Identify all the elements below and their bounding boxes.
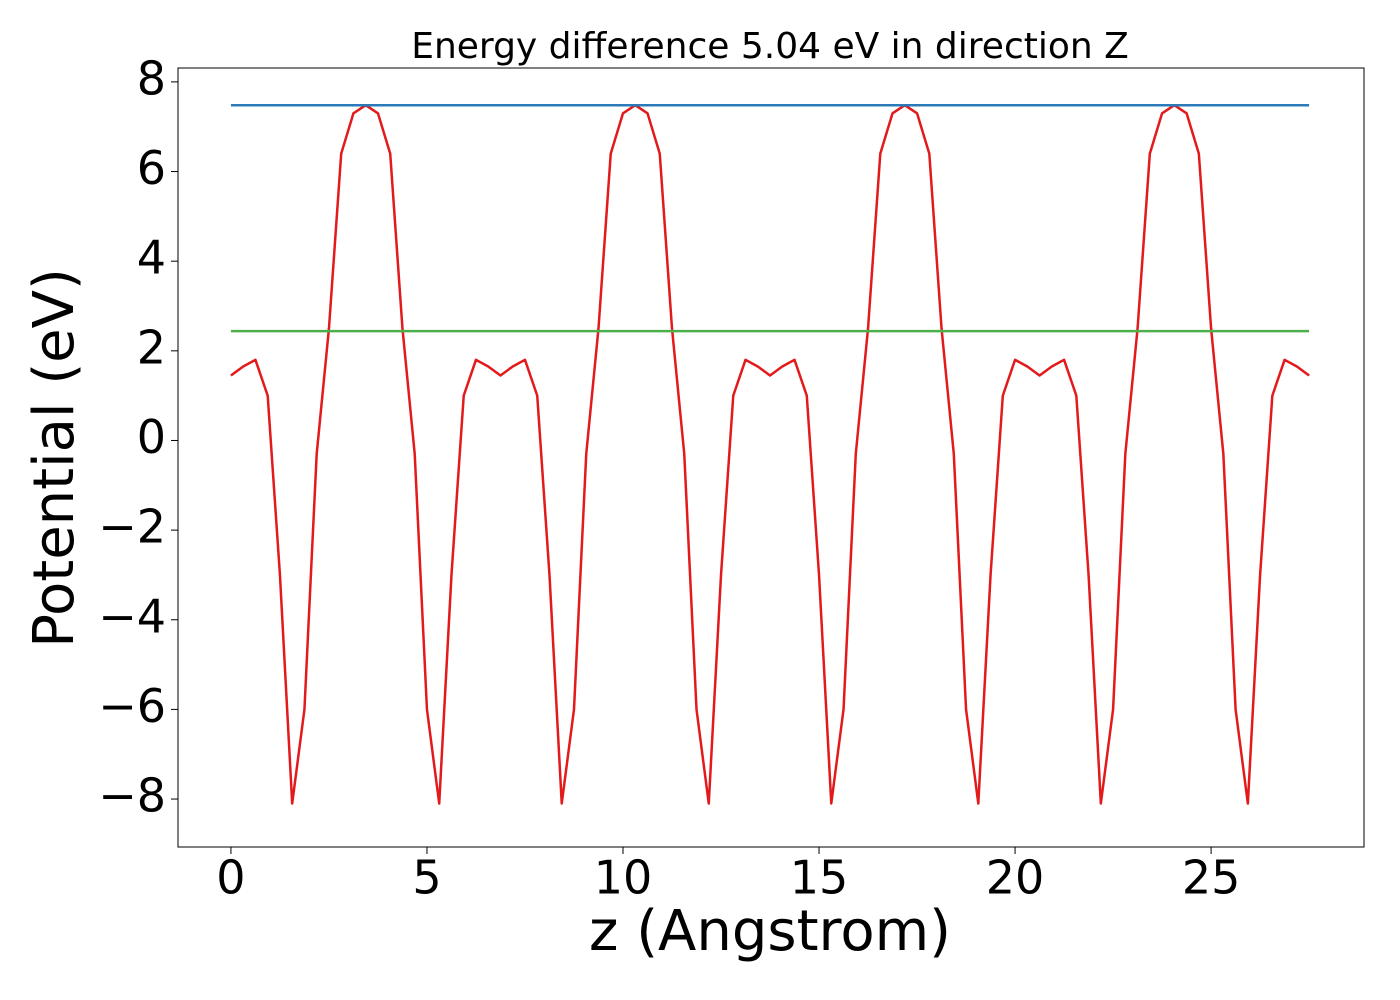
y-tick-label: −8 (98, 769, 166, 823)
y-axis-label: Potential (eV) (22, 268, 87, 648)
y-tick-label: −6 (98, 679, 166, 733)
x-tick-label: 25 (1182, 851, 1241, 905)
y-tick-label: 2 (137, 320, 166, 374)
x-tick-label: 5 (412, 851, 441, 905)
y-tick-label: 6 (137, 141, 166, 195)
y-tick-label: 4 (137, 231, 166, 285)
y-tick-label: 8 (137, 51, 166, 105)
x-axis-label: z (Angstrom) (589, 899, 951, 964)
y-tick-label: −4 (98, 589, 166, 643)
x-tick-label: 0 (216, 851, 245, 905)
chart-title: Energy difference 5.04 eV in direction Z (411, 26, 1129, 67)
plot-frame (177, 67, 1365, 848)
x-tick-label: 10 (594, 851, 653, 905)
x-tick-label: 20 (986, 851, 1045, 905)
y-tick-label: −2 (98, 500, 166, 554)
y-tick-label: 0 (137, 410, 166, 464)
x-tick-label: 15 (790, 851, 849, 905)
series-line (230, 103, 1310, 805)
